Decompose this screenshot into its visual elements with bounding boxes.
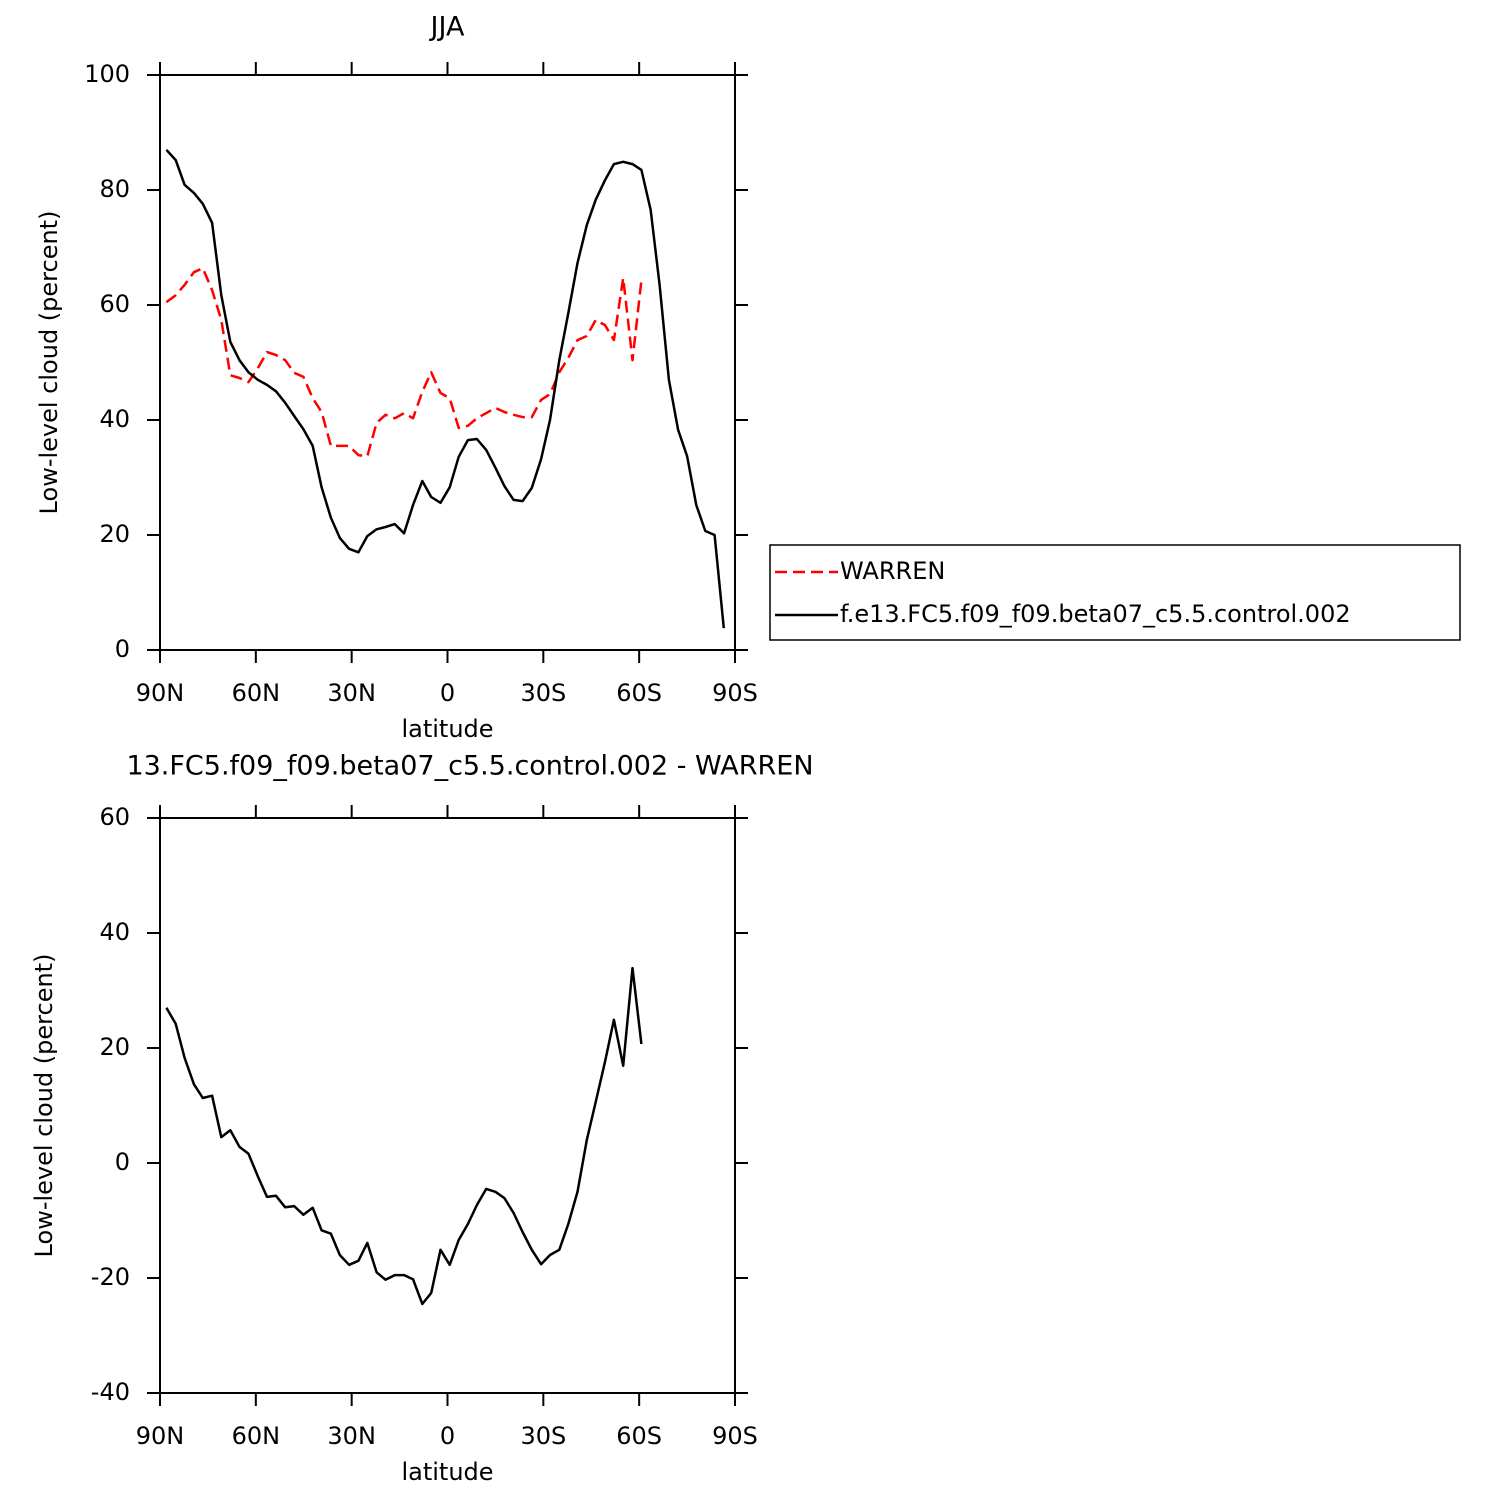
data-line [165,266,643,458]
data-line [165,148,726,629]
legend-label: f.e13.FC5.f09_f09.beta07_c5.5.control.00… [840,600,1351,628]
x-tick-label: 0 [440,1422,455,1450]
y-tick-label: 20 [99,520,130,548]
x-tick-label: 90N [136,1422,185,1450]
y-tick-label: -40 [91,1378,130,1406]
x-tick-label: 60N [232,1422,281,1450]
y-tick-label: 0 [115,1148,130,1176]
x-tick-label: 30S [520,679,566,707]
data-line [165,966,643,1306]
plot-frame [159,817,736,1394]
y-axis-label: Low-level cloud (percent) [30,954,58,1258]
y-tick-label: -20 [91,1263,130,1291]
y-tick-label: 40 [99,918,130,946]
x-tick-label: 60S [616,1422,662,1450]
y-tick-label: 0 [115,635,130,663]
legend-box [769,544,1461,641]
y-axis-label: Low-level cloud (percent) [35,211,63,515]
x-tick-label: 90N [136,679,185,707]
y-tick-label: 80 [99,175,130,203]
chart-title: 13.FC5.f09_f09.beta07_c5.5.control.002 -… [126,751,813,782]
legend-label: WARREN [840,557,945,585]
y-tick-label: 100 [84,60,130,88]
y-tick-label: 40 [99,405,130,433]
y-tick-label: 60 [99,290,130,318]
x-tick-label: 30S [520,1422,566,1450]
x-tick-label: 90S [712,1422,758,1450]
x-tick-label: 30N [327,1422,376,1450]
x-tick-label: 90S [712,679,758,707]
y-tick-label: 60 [99,803,130,831]
x-axis-label: latitude [401,715,493,743]
x-tick-label: 0 [440,679,455,707]
x-tick-label: 60S [616,679,662,707]
chart-title: JJA [429,12,465,43]
x-tick-label: 60N [232,679,281,707]
x-axis-label: latitude [401,1458,493,1486]
y-tick-label: 20 [99,1033,130,1061]
plot-frame [159,74,736,651]
x-tick-label: 30N [327,679,376,707]
